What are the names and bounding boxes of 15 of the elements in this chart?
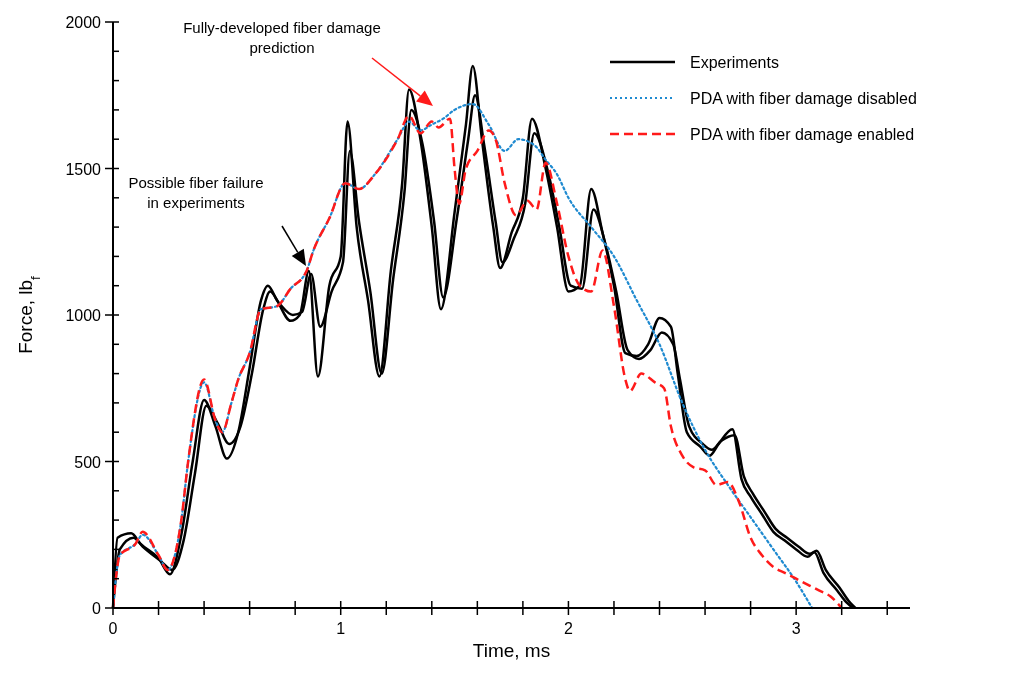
legend-label: PDA with fiber damage disabled: [690, 90, 917, 107]
legend-label: Experiments: [690, 54, 779, 71]
y-tick-label: 1000: [65, 307, 102, 324]
y-tick-label: 1500: [65, 160, 102, 178]
y-tick-label: 0: [92, 600, 102, 617]
x-tick-label: 2: [563, 620, 573, 637]
legend-label: PDA with fiber damage enabled: [690, 126, 915, 143]
x-axis-title: Time, ms: [472, 640, 551, 661]
x-tick-label: 0: [108, 620, 118, 637]
x-tick-label: 3: [791, 620, 801, 637]
y-tick-label: 2000: [65, 14, 102, 31]
annotation: Possible fiber failure in experiments: [128, 174, 264, 211]
x-tick-label: 1: [336, 620, 346, 637]
annotation: Fully-developed fiber damage prediction: [183, 19, 381, 56]
y-tick-label: 500: [74, 453, 102, 471]
